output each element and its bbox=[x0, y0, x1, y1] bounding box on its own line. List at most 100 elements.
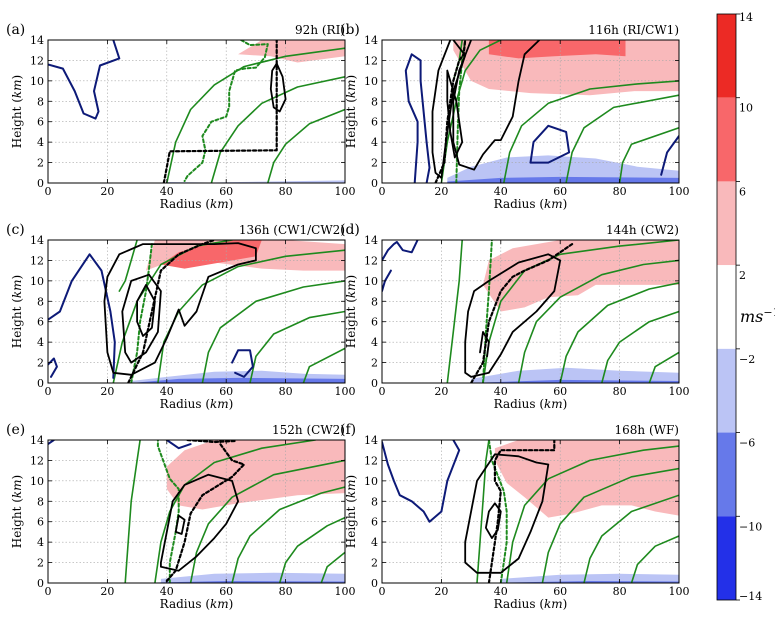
filled-contour bbox=[488, 40, 626, 59]
x-tick-label: 40 bbox=[160, 385, 174, 398]
y-tick-label: 12 bbox=[30, 254, 44, 267]
x-tick-label: 100 bbox=[669, 585, 690, 598]
colorbar-segment bbox=[717, 97, 736, 182]
y-tick-label: 2 bbox=[371, 557, 378, 570]
angular-momentum-contour bbox=[565, 94, 679, 183]
colorbar-segment bbox=[717, 432, 736, 517]
x-tick-label: 80 bbox=[613, 385, 627, 398]
y-tick-label: 2 bbox=[37, 157, 44, 170]
y-tick-label: 4 bbox=[371, 136, 378, 149]
colorbar-tick-label: −10 bbox=[739, 520, 762, 533]
panel-title: 136h (CW1/CW2) bbox=[239, 223, 345, 237]
y-tick-label: 12 bbox=[364, 54, 378, 67]
navy-contour bbox=[660, 135, 679, 176]
black-contour bbox=[446, 69, 464, 159]
x-axis-label: Radius (km) bbox=[160, 397, 234, 411]
x-tick-label: 80 bbox=[613, 185, 627, 198]
x-tick-label: 100 bbox=[335, 385, 356, 398]
angular-momentum-contour bbox=[583, 494, 679, 583]
navy-contour bbox=[404, 53, 431, 183]
black-contour bbox=[159, 473, 240, 572]
y-axis-label: Height (km) bbox=[10, 275, 24, 348]
colorbar-segment bbox=[717, 181, 736, 266]
x-tick-label: 40 bbox=[160, 585, 174, 598]
black-dashed-contour bbox=[127, 240, 216, 383]
y-tick-label: 10 bbox=[364, 275, 378, 288]
y-tick-label: 14 bbox=[364, 234, 378, 247]
angular-momentum-contour bbox=[600, 310, 679, 383]
angular-momentum-contour bbox=[124, 440, 141, 583]
y-tick-label: 0 bbox=[371, 577, 378, 590]
panel-3: 0 20 40 60 80 100 0 2 4 6 8 10 12 14 Radius (km) Height… bbox=[340, 222, 690, 411]
y-tick-label: 0 bbox=[37, 177, 44, 190]
x-tick-label: 60 bbox=[219, 585, 233, 598]
panel-2: 0 20 40 60 80 100 0 2 4 6 8 10 12 14 Radius (km) Height… bbox=[6, 222, 356, 411]
y-tick-label: 4 bbox=[37, 336, 44, 349]
x-tick-label: 0 bbox=[45, 185, 52, 198]
plot-frame bbox=[47, 239, 346, 384]
x-tick-label: 20 bbox=[100, 585, 114, 598]
navy-contour bbox=[231, 349, 254, 378]
x-axis-label: Radius (km) bbox=[494, 397, 568, 411]
colorbar-tick-label: 6 bbox=[739, 185, 746, 198]
filled-contour bbox=[166, 440, 345, 510]
y-tick-label: 6 bbox=[37, 116, 44, 129]
angular-momentum-contour bbox=[630, 535, 679, 583]
y-tick-label: 12 bbox=[30, 54, 44, 67]
y-tick-label: 14 bbox=[30, 434, 44, 447]
plot-area bbox=[48, 240, 345, 383]
panel-title: 168h (WF) bbox=[615, 423, 679, 437]
panel-label: (d) bbox=[340, 222, 360, 238]
y-tick-label: 6 bbox=[37, 316, 44, 329]
x-tick-label: 60 bbox=[219, 185, 233, 198]
navy-contour bbox=[48, 253, 116, 379]
filled-contour bbox=[471, 367, 679, 383]
y-tick-label: 14 bbox=[364, 34, 378, 47]
plot-frame bbox=[381, 39, 680, 184]
angular-momentum-contour bbox=[249, 310, 345, 383]
angular-momentum-contour bbox=[210, 76, 345, 183]
y-tick-label: 10 bbox=[30, 275, 44, 288]
y-tick-label: 4 bbox=[37, 536, 44, 549]
panel-title: 92h (RI) bbox=[295, 23, 345, 37]
x-tick-label: 0 bbox=[45, 385, 52, 398]
colorbar-segment bbox=[717, 265, 736, 349]
plot-area bbox=[382, 440, 679, 583]
filled-contour bbox=[494, 440, 679, 518]
y-tick-label: 0 bbox=[371, 177, 378, 190]
angular-momentum-contour bbox=[320, 551, 345, 583]
panel-label: (b) bbox=[340, 22, 360, 38]
panel-label: (e) bbox=[6, 422, 25, 438]
colorbar-tick-label: −2 bbox=[739, 353, 755, 366]
y-axis-label: Height (km) bbox=[10, 475, 24, 548]
black-contour bbox=[121, 273, 162, 364]
y-tick-label: 8 bbox=[37, 495, 44, 508]
green-dashed-contour bbox=[156, 440, 180, 583]
colorbar-tick-label: 2 bbox=[739, 269, 746, 282]
panel-label: (f) bbox=[340, 422, 356, 438]
y-tick-label: 4 bbox=[37, 136, 44, 149]
black-dashed-contour bbox=[186, 440, 237, 444]
y-tick-label: 6 bbox=[371, 116, 378, 129]
x-tick-label: 40 bbox=[494, 185, 508, 198]
colorbar-tick-label: 14 bbox=[739, 11, 753, 24]
angular-momentum-contour bbox=[446, 240, 464, 383]
x-tick-label: 20 bbox=[434, 185, 448, 198]
angular-momentum-contour bbox=[157, 249, 345, 383]
x-tick-label: 20 bbox=[100, 185, 114, 198]
x-tick-label: 60 bbox=[553, 185, 567, 198]
y-axis-label: Height (km) bbox=[10, 75, 24, 148]
colorbar-frame bbox=[716, 13, 737, 601]
y-tick-label: 10 bbox=[364, 75, 378, 88]
colorbar: 14 10 6 2 −2 −6 −10 −14 ms−1 bbox=[716, 11, 775, 603]
green-dashed-contour bbox=[183, 40, 269, 182]
x-tick-label: 100 bbox=[669, 385, 690, 398]
x-tick-label: 60 bbox=[219, 385, 233, 398]
y-tick-label: 6 bbox=[371, 516, 378, 529]
green-dashed-contour bbox=[130, 243, 153, 383]
black-dashed-contour bbox=[165, 440, 246, 583]
panel-1: 0 20 40 60 80 100 0 2 4 6 8 10 12 14 Radius (km) Height… bbox=[340, 22, 690, 211]
navy-contour bbox=[48, 40, 121, 120]
panel-4: 0 20 40 60 80 100 0 2 4 6 8 10 12 14 Radius (km) Height… bbox=[6, 422, 356, 611]
angular-momentum-contour bbox=[517, 259, 679, 383]
